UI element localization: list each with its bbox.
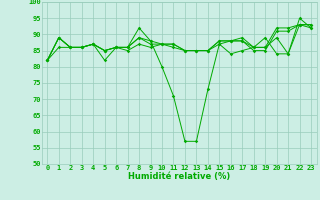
X-axis label: Humidité relative (%): Humidité relative (%) (128, 172, 230, 181)
